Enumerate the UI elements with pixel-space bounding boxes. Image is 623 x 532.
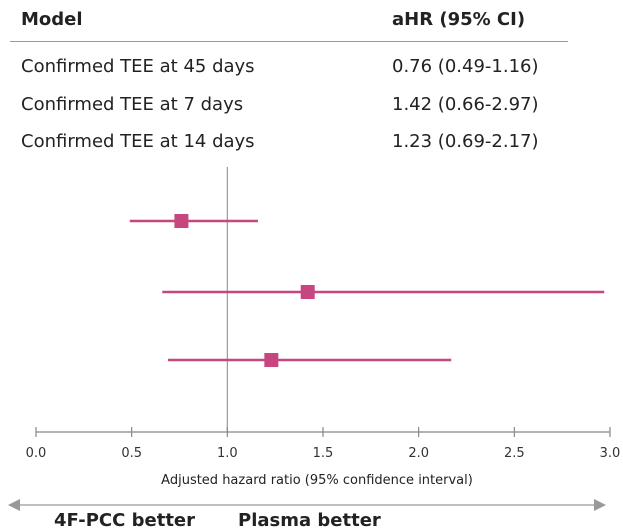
x-tick-label: 1.5 bbox=[313, 446, 334, 461]
header-ahr: aHR (95% CI) bbox=[392, 9, 526, 30]
point-estimate-marker bbox=[300, 285, 315, 299]
x-tick-label: 1.0 bbox=[217, 446, 238, 461]
x-tick-label: 3.0 bbox=[600, 446, 621, 461]
x-tick-label: 0.0 bbox=[26, 446, 47, 461]
row-label-45-days: Confirmed TEE at 45 days bbox=[21, 56, 255, 77]
direction-label-right: Plasma better bbox=[238, 510, 381, 531]
x-axis-label: Adjusted hazard ratio (95% confidence in… bbox=[161, 473, 473, 488]
point-estimate-marker bbox=[174, 214, 189, 228]
point-estimate-marker bbox=[264, 353, 279, 367]
direction-arrow-right-head bbox=[594, 499, 606, 511]
direction-label-left: 4F-PCC better bbox=[54, 510, 196, 531]
header-divider bbox=[10, 41, 568, 42]
header-model: Model bbox=[21, 9, 83, 30]
x-tick-label: 2.5 bbox=[504, 446, 525, 461]
row-value-7-days: 1.42 (0.66-2.97) bbox=[392, 94, 539, 115]
x-tick-label: 2.0 bbox=[408, 446, 429, 461]
row-label-14-days: Confirmed TEE at 14 days bbox=[21, 131, 255, 152]
row-label-7-days: Confirmed TEE at 7 days bbox=[21, 94, 244, 115]
row-value-45-days: 0.76 (0.49-1.16) bbox=[392, 56, 539, 77]
direction-arrow-left-head bbox=[8, 499, 20, 511]
x-tick-label: 0.5 bbox=[121, 446, 142, 461]
row-value-14-days: 1.23 (0.69-2.17) bbox=[392, 131, 539, 152]
